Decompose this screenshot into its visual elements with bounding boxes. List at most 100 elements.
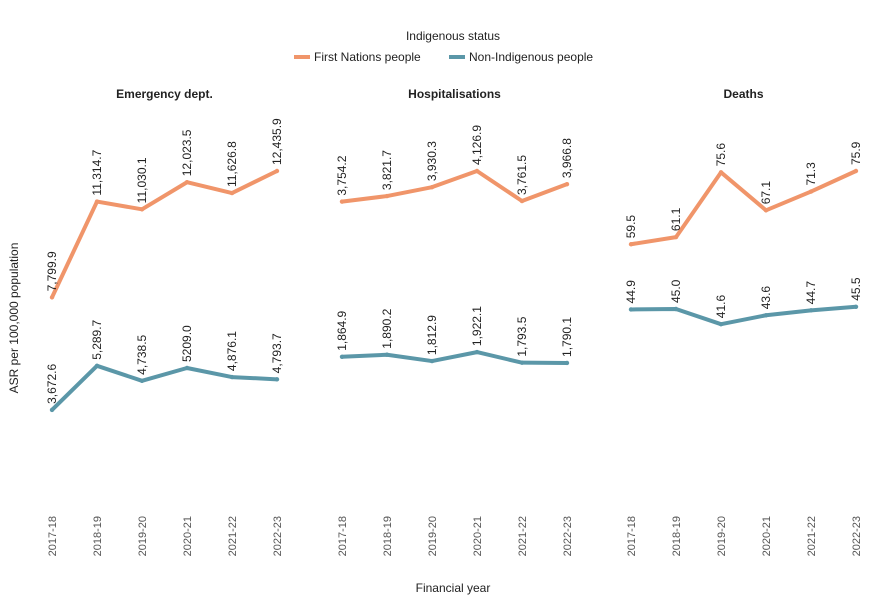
point (274, 168, 280, 174)
x-tick-label: 2018-19 (382, 516, 394, 556)
point (718, 321, 724, 327)
series-line (630, 169, 857, 247)
point (94, 199, 100, 204)
value-label: 7,799.9 (45, 251, 59, 291)
legend-label: Non-Indigenous people (469, 50, 593, 64)
x-tick-label: 2018-19 (92, 516, 104, 556)
value-label: 12,435.9 (270, 118, 284, 165)
value-label: 1,812.9 (425, 315, 439, 355)
value-label: 11,626.8 (225, 141, 239, 187)
point (628, 242, 634, 247)
point (564, 360, 570, 366)
point (184, 180, 190, 185)
point (139, 207, 145, 212)
value-label: 11,314.7 (90, 149, 104, 195)
panel-title: Emergency dept. (116, 87, 213, 101)
value-label: 3,761.5 (515, 155, 529, 195)
value-label: 3,966.8 (560, 138, 574, 178)
point (564, 181, 570, 187)
x-tick-label: 2017-18 (47, 516, 59, 556)
value-label: 5209.0 (180, 325, 194, 362)
value-label: 59.5 (624, 215, 638, 239)
value-label: 41.6 (714, 295, 728, 319)
point (763, 208, 769, 213)
point (229, 190, 235, 196)
value-label: 44.9 (624, 280, 638, 304)
point (339, 354, 345, 360)
x-tick-label: 2020-21 (182, 516, 194, 556)
x-tick-label: 2020-21 (761, 516, 773, 556)
panel-title: Hospitalisations (408, 87, 501, 101)
point (429, 358, 435, 364)
value-label: 1,890.2 (380, 308, 394, 348)
series-line (50, 363, 278, 412)
point (808, 189, 814, 194)
value-label: 71.3 (804, 162, 818, 186)
x-tick-label: 2017-18 (337, 516, 349, 556)
x-tick-label: 2022-23 (562, 516, 574, 556)
value-label: 3,930.3 (425, 141, 439, 181)
point (184, 365, 190, 371)
value-label: 75.9 (849, 141, 863, 165)
point (139, 378, 145, 384)
point (673, 234, 679, 240)
x-tick-label: 2022-23 (272, 516, 284, 556)
x-axis-label: Financial year (416, 581, 491, 595)
point (229, 374, 235, 380)
point (763, 313, 769, 318)
point (718, 170, 724, 175)
series-line (341, 169, 568, 204)
legend: First Nations people Non-Indigenous peop… (294, 50, 593, 64)
series-line (341, 350, 568, 365)
x-tick-label: 2019-20 (716, 516, 728, 556)
value-label: 4,876.1 (225, 331, 239, 371)
x-tick-label: 2019-20 (427, 516, 439, 556)
panel-title: Deaths (723, 87, 763, 101)
value-label: 61.1 (669, 207, 683, 231)
value-label: 4,126.9 (470, 125, 484, 165)
value-label: 45.0 (669, 279, 683, 303)
value-label: 3,821.7 (380, 150, 394, 190)
x-tick-label: 2020-21 (472, 516, 484, 556)
point (49, 295, 55, 300)
value-label: 3,672.6 (45, 364, 59, 404)
value-label: 5,289.7 (90, 319, 104, 359)
point (808, 308, 814, 313)
point (474, 349, 480, 355)
value-label: 3,754.2 (335, 155, 349, 195)
point (94, 363, 100, 369)
value-label: 1,864.9 (335, 310, 349, 350)
point (339, 199, 345, 204)
point (673, 306, 679, 312)
point (853, 168, 859, 174)
x-tick-label: 2018-19 (671, 516, 683, 556)
point (519, 198, 525, 204)
value-label: 1,793.5 (515, 316, 529, 356)
point (384, 193, 390, 199)
x-tick-label: 2021-22 (227, 516, 239, 556)
value-label: 67.1 (759, 181, 773, 205)
point (519, 360, 525, 365)
x-tick-label: 2019-20 (137, 516, 149, 556)
x-tick-label: 2017-18 (626, 516, 638, 556)
value-label: 4,793.7 (270, 333, 284, 373)
series-line (630, 304, 857, 327)
x-tick-label: 2022-23 (851, 516, 863, 556)
value-label: 44.7 (804, 281, 818, 305)
y-axis-label: ASR per 100,000 population (7, 243, 21, 394)
value-label: 4,738.5 (135, 334, 149, 374)
point (384, 352, 390, 357)
value-label: 1,922.1 (470, 306, 484, 346)
value-label: 45.5 (849, 277, 863, 301)
point (274, 377, 280, 382)
x-tick-label: 2021-22 (806, 516, 818, 556)
point (474, 168, 480, 174)
value-label: 75.6 (714, 143, 728, 167)
legend-title: Indigenous status (406, 29, 500, 43)
x-tick-label: 2021-22 (517, 516, 529, 556)
point (628, 307, 634, 312)
legend-label: First Nations people (314, 50, 421, 64)
value-label: 12,023.5 (180, 129, 194, 176)
point (429, 184, 435, 190)
